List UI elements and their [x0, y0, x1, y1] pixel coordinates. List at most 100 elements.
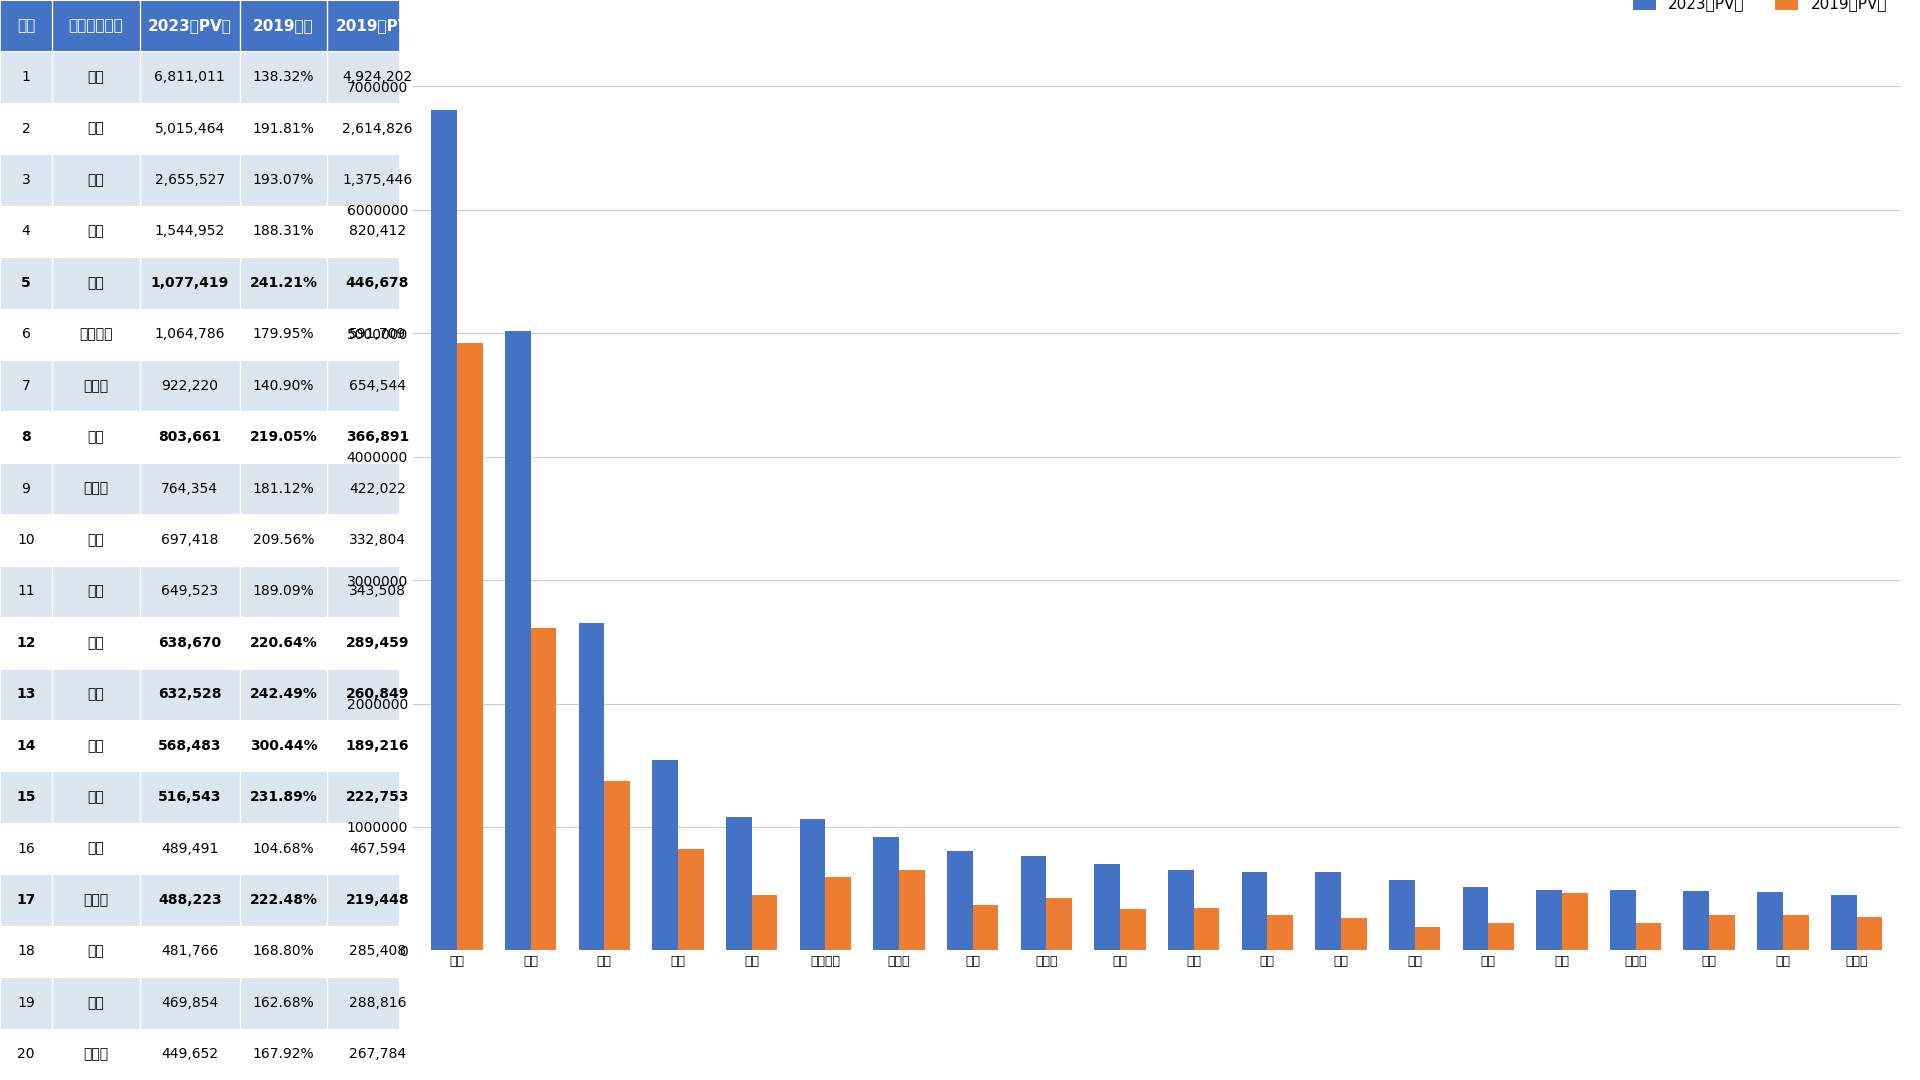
Text: 300.44%: 300.44% [250, 739, 317, 753]
Text: 2,614,826: 2,614,826 [342, 122, 413, 136]
Text: 922,220: 922,220 [161, 379, 219, 393]
Text: 箱根: 箱根 [88, 225, 104, 239]
Text: 167.92%: 167.92% [253, 1048, 315, 1062]
Bar [432, 110, 457, 950]
Text: 福岡: 福岡 [88, 944, 104, 958]
Text: 446,678: 446,678 [346, 275, 409, 289]
Text: 2019年PV数: 2019年PV数 [336, 18, 419, 33]
Text: 16: 16 [17, 841, 35, 855]
Bar [678, 849, 705, 950]
Bar [0, 360, 399, 411]
Text: 広島: 広島 [88, 791, 104, 805]
Text: 鎌倉: 鎌倉 [88, 534, 104, 546]
Text: 288,816: 288,816 [349, 996, 407, 1010]
Bar [578, 623, 605, 950]
Bar [1757, 892, 1784, 950]
Text: 803,661: 803,661 [157, 430, 221, 444]
Text: 京都: 京都 [88, 122, 104, 136]
Text: 1,544,952: 1,544,952 [156, 225, 225, 239]
Text: 20: 20 [17, 1048, 35, 1062]
Text: 654,544: 654,544 [349, 379, 405, 393]
Text: 449,652: 449,652 [161, 1048, 219, 1062]
Bar [0, 0, 399, 52]
Bar [1046, 899, 1071, 950]
Text: 193.07%: 193.07% [253, 173, 315, 187]
Text: 14: 14 [15, 739, 36, 753]
Bar [874, 837, 899, 950]
Text: 18: 18 [17, 944, 35, 958]
Text: 260,849: 260,849 [346, 687, 409, 701]
Text: 5: 5 [21, 275, 31, 289]
Text: 2,655,527: 2,655,527 [156, 173, 225, 187]
Text: 179.95%: 179.95% [253, 327, 315, 341]
Bar [0, 52, 399, 103]
Text: 104.68%: 104.68% [253, 841, 315, 855]
Text: 奈良: 奈良 [88, 275, 104, 289]
Bar [1315, 873, 1340, 950]
Text: 2: 2 [21, 122, 31, 136]
Text: 632,528: 632,528 [157, 687, 221, 701]
Text: 8: 8 [21, 430, 31, 444]
Text: 220.64%: 220.64% [250, 636, 317, 650]
Text: 1,375,446: 1,375,446 [342, 173, 413, 187]
Text: 469,854: 469,854 [161, 996, 219, 1010]
Text: 162.68%: 162.68% [253, 996, 315, 1010]
Bar [505, 332, 530, 950]
Bar [726, 818, 751, 950]
Text: 15: 15 [15, 791, 36, 805]
Text: 289,459: 289,459 [346, 636, 409, 650]
Text: 366,891: 366,891 [346, 430, 409, 444]
Text: 568,483: 568,483 [157, 739, 221, 753]
Text: 638,670: 638,670 [157, 636, 221, 650]
Bar [1021, 856, 1046, 950]
Text: 12: 12 [15, 636, 36, 650]
Text: 1: 1 [21, 70, 31, 84]
Text: 181.12%: 181.12% [253, 482, 315, 496]
Text: 241.21%: 241.21% [250, 275, 317, 289]
Bar [0, 309, 399, 360]
Text: 2019年比: 2019年比 [253, 18, 315, 33]
Bar [947, 851, 973, 950]
Text: 343,508: 343,508 [349, 584, 405, 598]
Bar [1242, 872, 1267, 950]
Text: 649,523: 649,523 [161, 584, 219, 598]
Text: 189.09%: 189.09% [253, 584, 315, 598]
Text: 東京: 東京 [88, 70, 104, 84]
Bar [0, 411, 399, 463]
Text: 大阪: 大阪 [88, 173, 104, 187]
Bar [1536, 890, 1563, 950]
Text: 札幌: 札幌 [88, 841, 104, 855]
Text: 285,408: 285,408 [349, 944, 405, 958]
Text: 高山: 高山 [88, 687, 104, 701]
Bar [0, 823, 399, 875]
Text: 13: 13 [15, 687, 36, 701]
Text: 金沢: 金沢 [88, 636, 104, 650]
Bar [1194, 908, 1219, 950]
Text: 5,015,464: 5,015,464 [156, 122, 225, 136]
Bar [1094, 864, 1119, 950]
Text: 19: 19 [17, 996, 35, 1010]
Bar [1636, 923, 1661, 950]
Text: 9: 9 [21, 482, 31, 496]
Bar [1267, 915, 1292, 950]
Text: 140.90%: 140.90% [253, 379, 315, 393]
Text: 富士山: 富士山 [83, 379, 108, 393]
Bar [0, 977, 399, 1028]
Text: 2023年PV数: 2023年PV数 [148, 18, 232, 33]
Text: 242.49%: 242.49% [250, 687, 317, 701]
Bar [1463, 887, 1488, 950]
Text: 名古屋: 名古屋 [83, 482, 108, 496]
Text: 191.81%: 191.81% [253, 122, 315, 136]
Text: 17: 17 [15, 893, 36, 907]
Bar [0, 154, 399, 205]
Text: 422,022: 422,022 [349, 482, 405, 496]
Text: 4,924,202: 4,924,202 [342, 70, 413, 84]
Text: 481,766: 481,766 [161, 944, 219, 958]
Text: 764,354: 764,354 [161, 482, 219, 496]
Bar [1832, 895, 1857, 950]
Text: 日光: 日光 [88, 430, 104, 444]
Bar [0, 463, 399, 514]
Bar [799, 819, 826, 950]
Text: 6: 6 [21, 327, 31, 341]
Bar [1563, 893, 1588, 950]
